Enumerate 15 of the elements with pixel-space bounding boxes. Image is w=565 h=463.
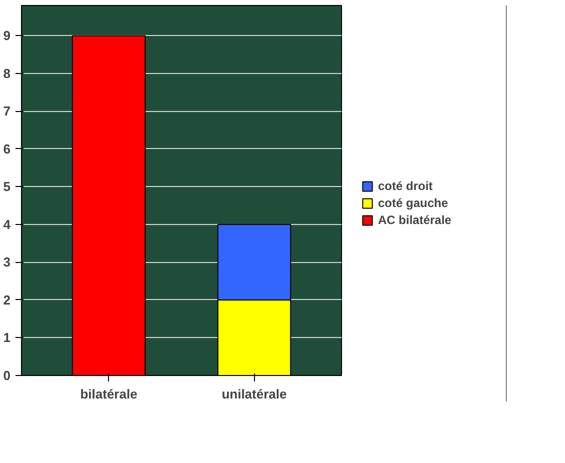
- y-tick-label: 2: [3, 292, 11, 308]
- legend-label: coté gauche: [378, 196, 448, 210]
- y-tick-label: 4: [3, 216, 12, 232]
- y-tick-label: 3: [3, 254, 11, 270]
- y-tick-label: 7: [3, 104, 11, 119]
- y-tick-label: 5: [3, 179, 11, 194]
- x-tick-label: bilatérale: [80, 386, 138, 402]
- y-tick-label: 1: [3, 330, 11, 346]
- y-tick-label: 9: [3, 28, 11, 44]
- y-tick-label: 6: [3, 141, 11, 156]
- x-tick-label: unilatérale: [222, 386, 287, 402]
- legend-label: coté droit: [378, 179, 433, 193]
- legend-label: AC bilatérale: [378, 213, 452, 227]
- y-tick-label: 0: [3, 368, 11, 383]
- y-tick-label: 8: [3, 66, 11, 81]
